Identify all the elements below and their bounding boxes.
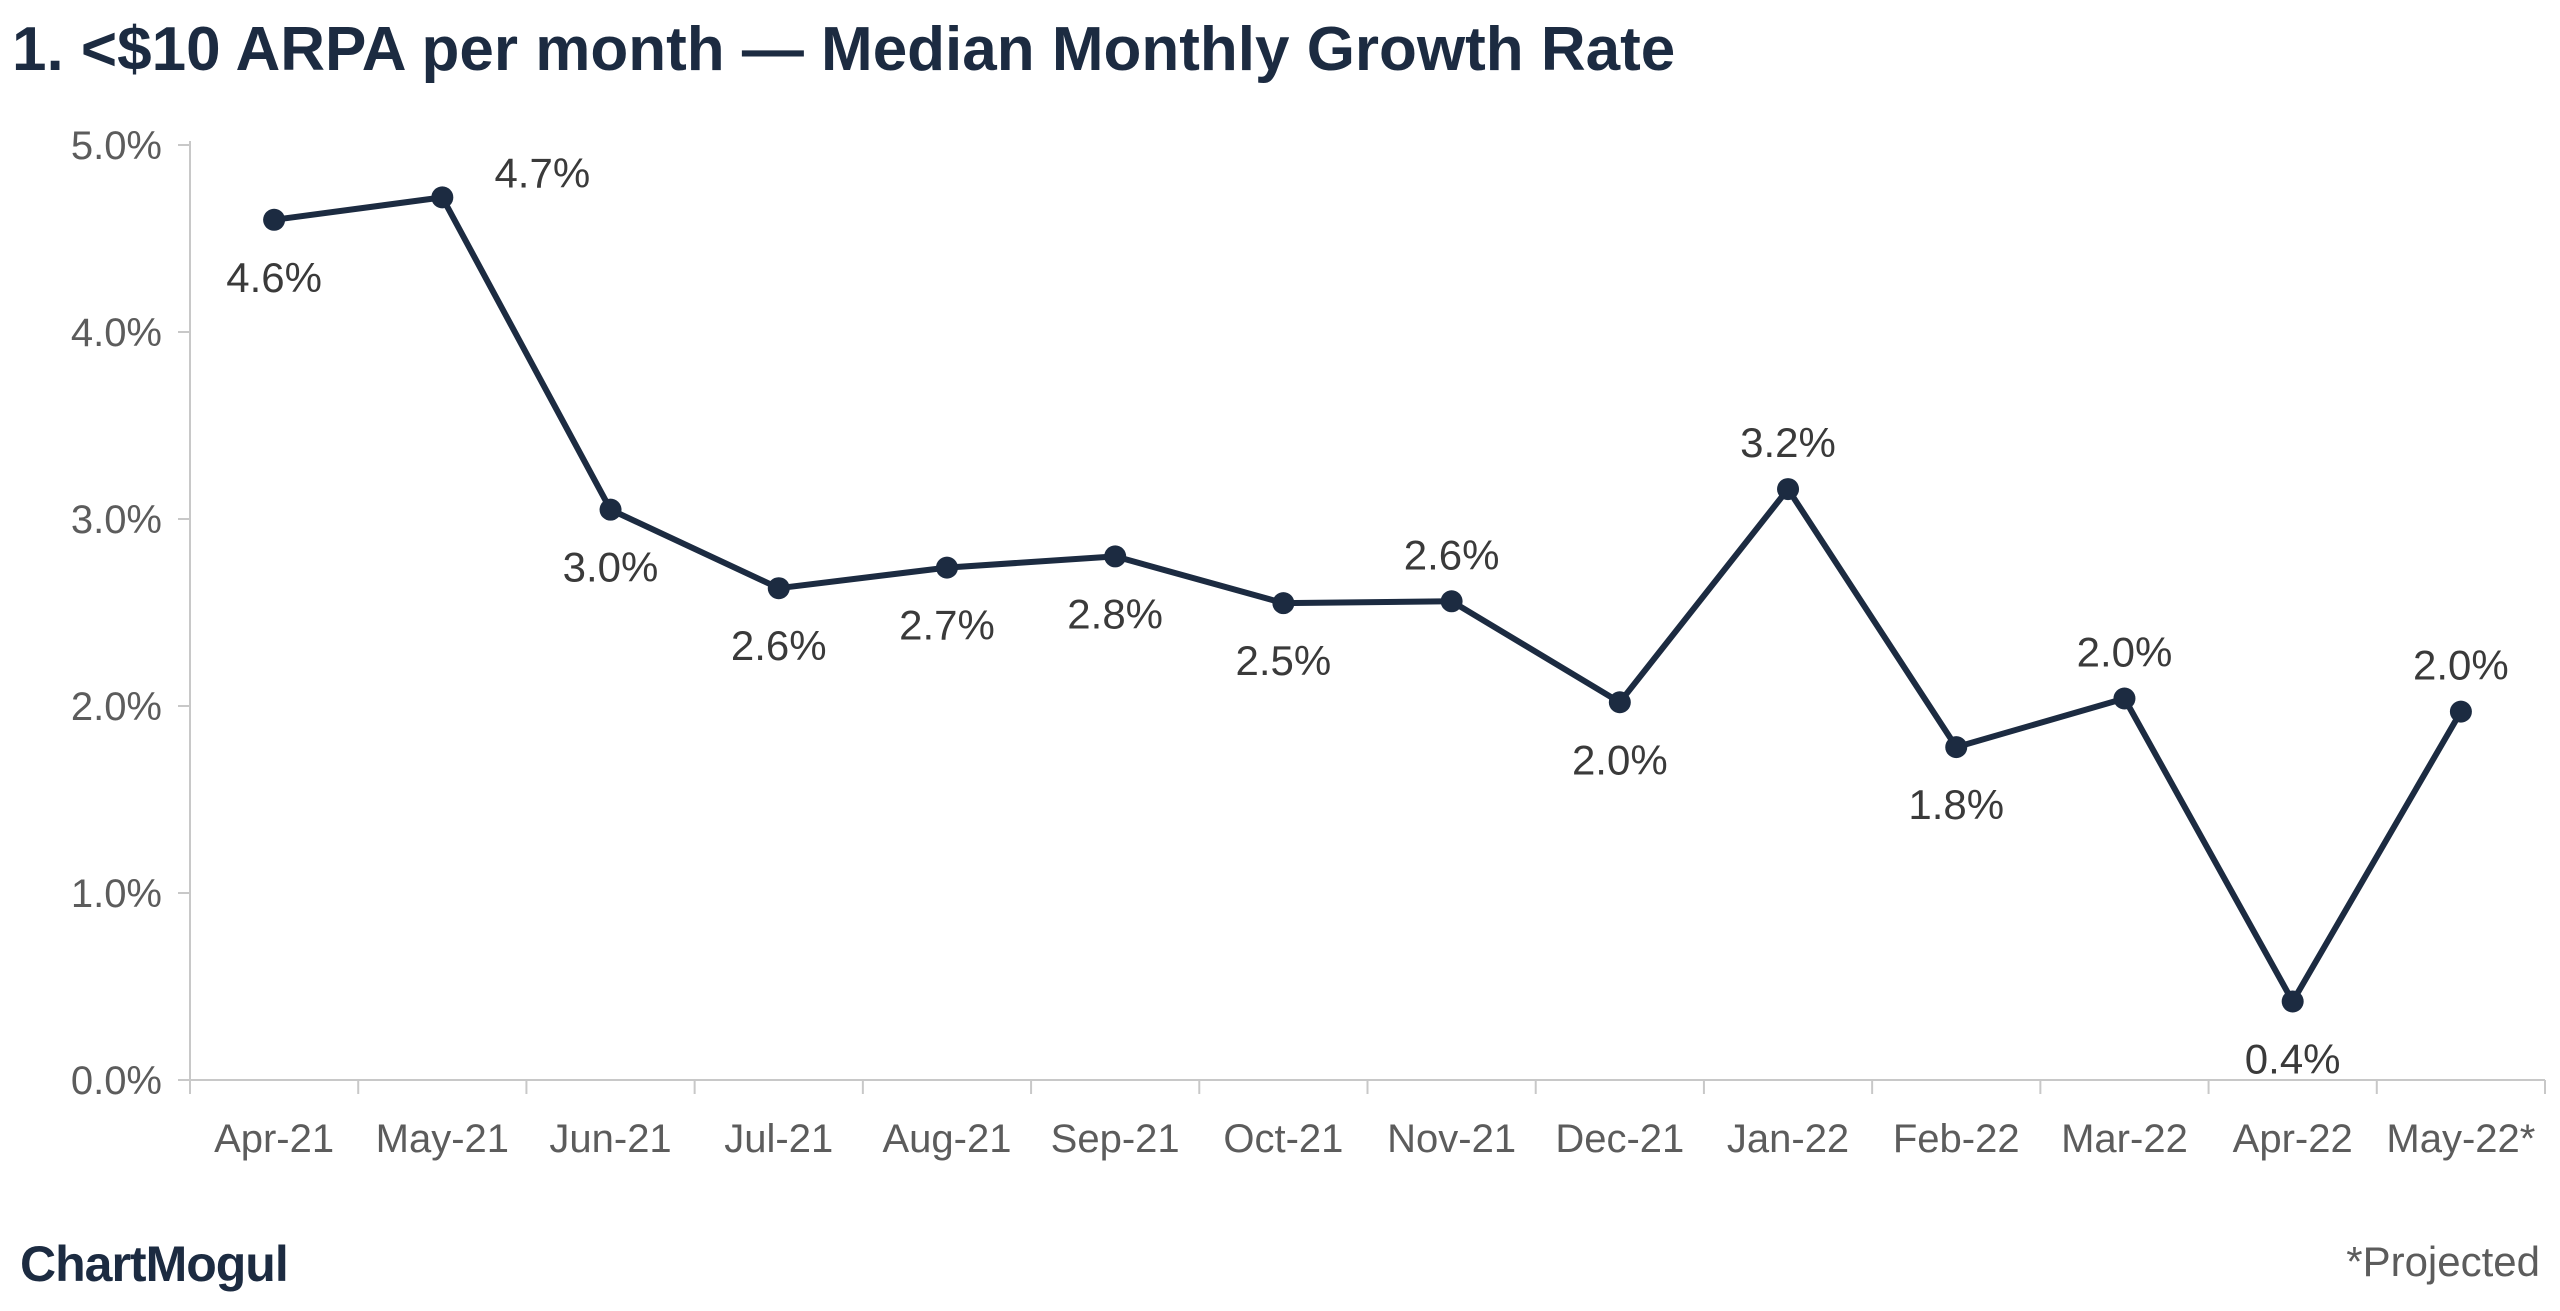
x-tick-label: Dec-21	[1555, 1117, 1684, 1161]
data-point	[1272, 592, 1295, 615]
data-label: 2.0%	[2077, 629, 2173, 676]
data-label: 2.0%	[1572, 736, 1668, 783]
data-label: 4.6%	[226, 254, 322, 301]
data-point	[431, 186, 454, 209]
x-tick-label: Oct-21	[1223, 1117, 1343, 1161]
y-tick-label: 5.0%	[71, 124, 162, 168]
data-label: 2.6%	[731, 622, 827, 669]
data-point	[767, 577, 790, 600]
x-tick-label: Nov-21	[1387, 1117, 1516, 1161]
data-point	[2449, 700, 2472, 723]
y-tick-label: 3.0%	[71, 498, 162, 542]
x-tick-label: Feb-22	[1893, 1117, 2020, 1161]
chart-title: 1. <$10 ARPA per month — Median Monthly …	[12, 15, 1676, 84]
y-axis: 0.0% 1.0% 2.0% 3.0% 4.0% 5.0%	[71, 124, 191, 1103]
chartmogul-logo: ChartMogul	[20, 1236, 289, 1292]
data-label: 3.0%	[563, 544, 659, 591]
data-points	[263, 186, 2472, 1013]
series-line	[271, 194, 2464, 1005]
data-point	[263, 208, 286, 231]
x-tick-label: Apr-21	[214, 1117, 334, 1161]
data-label: 2.8%	[1067, 590, 1163, 637]
x-tick-label: Aug-21	[882, 1117, 1011, 1161]
data-point	[1104, 545, 1127, 568]
data-point	[2281, 990, 2304, 1013]
data-label: 4.7%	[494, 149, 590, 196]
data-label: 2.0%	[2413, 642, 2509, 689]
data-label: 3.2%	[1740, 419, 1836, 466]
data-point	[599, 498, 622, 521]
data-label: 2.5%	[1236, 637, 1332, 684]
x-tick-label: May-22*	[2386, 1117, 2535, 1161]
data-point	[2113, 687, 2136, 710]
data-point	[1440, 590, 1463, 613]
x-tick-label: Jul-21	[724, 1117, 833, 1161]
y-tick-label: 0.0%	[71, 1059, 162, 1103]
y-tick-label: 1.0%	[71, 872, 162, 916]
data-label: 1.8%	[1908, 781, 2004, 828]
data-point	[1608, 691, 1631, 714]
y-tick-label: 4.0%	[71, 311, 162, 355]
data-label: 2.7%	[899, 602, 995, 649]
x-tick-label: Jun-21	[549, 1117, 671, 1161]
x-tick-label: Jan-22	[1727, 1117, 1849, 1161]
data-point	[1945, 736, 1968, 759]
data-label: 0.4%	[2245, 1035, 2341, 1082]
x-tick-label: Apr-22	[2233, 1117, 2353, 1161]
series-line-path	[271, 194, 2464, 1005]
data-label: 2.6%	[1404, 531, 1500, 578]
data-point	[1777, 478, 1800, 501]
x-tick-label: Mar-22	[2061, 1117, 2188, 1161]
data-point	[935, 556, 958, 579]
x-tick-label: May-21	[376, 1117, 509, 1161]
x-axis: Apr-21 May-21 Jun-21 Jul-21 Aug-21 Sep-21 Oct-…	[189, 1079, 2546, 1161]
y-tick-label: 2.0%	[71, 685, 162, 729]
x-tick-label: Sep-21	[1051, 1117, 1180, 1161]
projected-footnote: *Projected	[2346, 1238, 2540, 1285]
data-labels: 4.6% 4.7% 3.0% 2.6% 2.7% 2.8% 2.5% 2.6% 2.0% 3.2%…	[226, 149, 2509, 1082]
